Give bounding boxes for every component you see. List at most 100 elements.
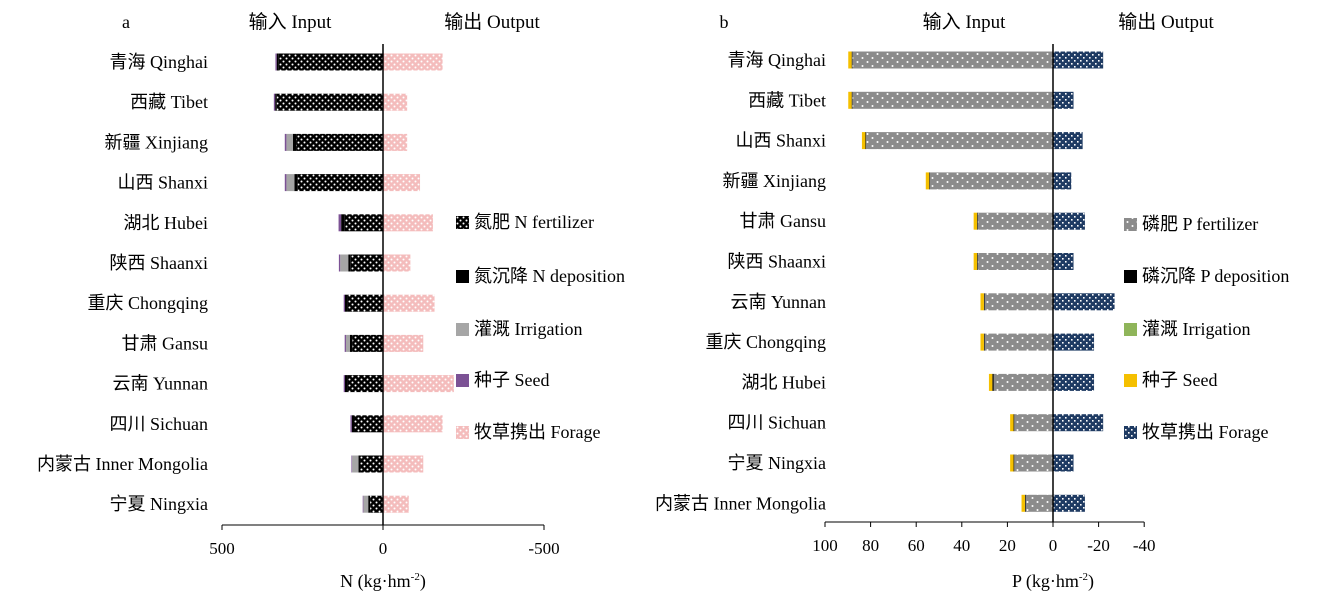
legend-label: 种子 Seed [1142,370,1218,390]
category-label: 青海 Qinghai [728,50,827,70]
bar-segment [383,93,408,111]
bar-segment [848,91,852,109]
category-label: 新疆 Xinjiang [723,171,827,191]
bar-segment [275,93,277,111]
bar-segment [383,495,409,513]
bar-segment [354,415,383,433]
bar-segment [977,212,1053,230]
bar-segment [343,375,346,393]
bar-segment [370,495,383,513]
bar-segment [980,293,984,311]
category-label: 四川 Sichuan [728,413,827,433]
bar-segment [1053,414,1104,432]
bar-segment [1013,454,1015,472]
panel-b: b 输入 Input 输出 Output 青海 Qinghai 西藏 Tibet 山… [655,11,1289,592]
bar-segment [1014,454,1053,472]
x-tick-label: -500 [528,539,559,558]
bar-segment [929,172,930,190]
bar-segment [347,294,383,312]
bar-segment [383,415,443,433]
category-label: 内蒙古 Inner Mongolia [37,454,208,474]
bar-segment [848,51,852,69]
bar-segment [1010,454,1014,472]
bar-segment [348,254,351,272]
bar-segment [851,91,853,109]
bar-segment [1053,51,1104,69]
bar-segment [351,455,353,473]
category-label: 甘肃 Gansu [122,333,209,353]
bar-segment [383,254,411,272]
bar-segment [276,53,279,71]
bar-segment [1014,414,1053,432]
bar-segment [345,334,350,352]
bar-segment [977,212,978,230]
x-tick-label: 0 [1049,536,1058,555]
bar-segment [1053,333,1095,351]
bar-segment [1053,172,1072,190]
bar-segment [286,133,293,151]
bar-segment [1053,91,1074,109]
bar-segment [993,373,1053,391]
panel-a-input-header: 输入 Input [249,11,333,33]
bar-segment [278,53,383,71]
bar-segment [861,132,866,150]
legend-label: 氮肥 N fertilizer [474,212,594,232]
category-label: 山西 Shanxi [735,131,826,151]
bar-segment [1053,212,1085,230]
bar-segment [984,293,1053,311]
x-tick-label: -20 [1087,536,1110,555]
bar-segment [345,375,348,393]
bar-segment [276,93,383,111]
bar-segment [360,455,383,473]
bar-segment [383,375,454,393]
bar-segment [383,53,443,71]
category-label: 青海 Qinghai [110,52,209,72]
category-label: 云南 Yunnan [113,374,209,394]
category-label: 西藏 Tibet [130,92,208,112]
bar-segment [983,293,985,311]
bar-segment [286,174,295,192]
legend-swatch [456,216,469,229]
bar-segment [350,254,383,272]
bar-segment [383,133,408,151]
bar-segment [347,375,383,393]
bar-segment [1024,494,1026,512]
legend-label: 牧草携出 Forage [474,422,600,442]
panel-b-input-header: 输入 Input [923,11,1007,33]
bar-segment [973,253,978,270]
bar-segment [292,133,297,151]
bar-segment [358,455,361,473]
x-tick-label: 500 [209,539,235,558]
x-tick-label: 20 [999,536,1016,555]
bar-segment [294,174,298,192]
bar-segment [852,91,1053,109]
bar-segment [338,254,341,272]
bar-segment [1053,253,1074,270]
bar-segment [980,333,984,351]
bar-segment [983,333,985,351]
panel-a-x-axis-title: N (kg·hm-2) [340,571,426,592]
category-label: 陕西 Shaanxi [728,252,827,272]
category-label: 甘肃 Gansu [740,211,827,231]
bar-segment [852,51,1053,69]
bar-segment [383,455,424,473]
bar-segment [340,254,349,272]
category-label: 西藏 Tibet [748,90,826,110]
x-tick-label: 80 [862,536,879,555]
bar-segment [977,253,978,270]
panel-a: a 输入 Input 输出 Output 青海 Qinghai 西藏 Tibet 新… [37,11,625,592]
bar-segment [992,373,994,391]
bar-segment [362,495,364,513]
x-tick-label: 100 [812,536,838,555]
bar-segment [345,294,348,312]
legend-label: 磷沉降 P deposition [1142,266,1289,286]
x-tick-label: 60 [908,536,925,555]
bar-segment [865,132,867,150]
bar-segment [350,415,352,433]
bar-segment [341,214,345,232]
bar-segment [368,495,371,513]
legend-swatch [1124,218,1137,231]
bar-segment [988,373,993,391]
bar-segment [352,455,359,473]
legend-swatch [456,323,469,336]
